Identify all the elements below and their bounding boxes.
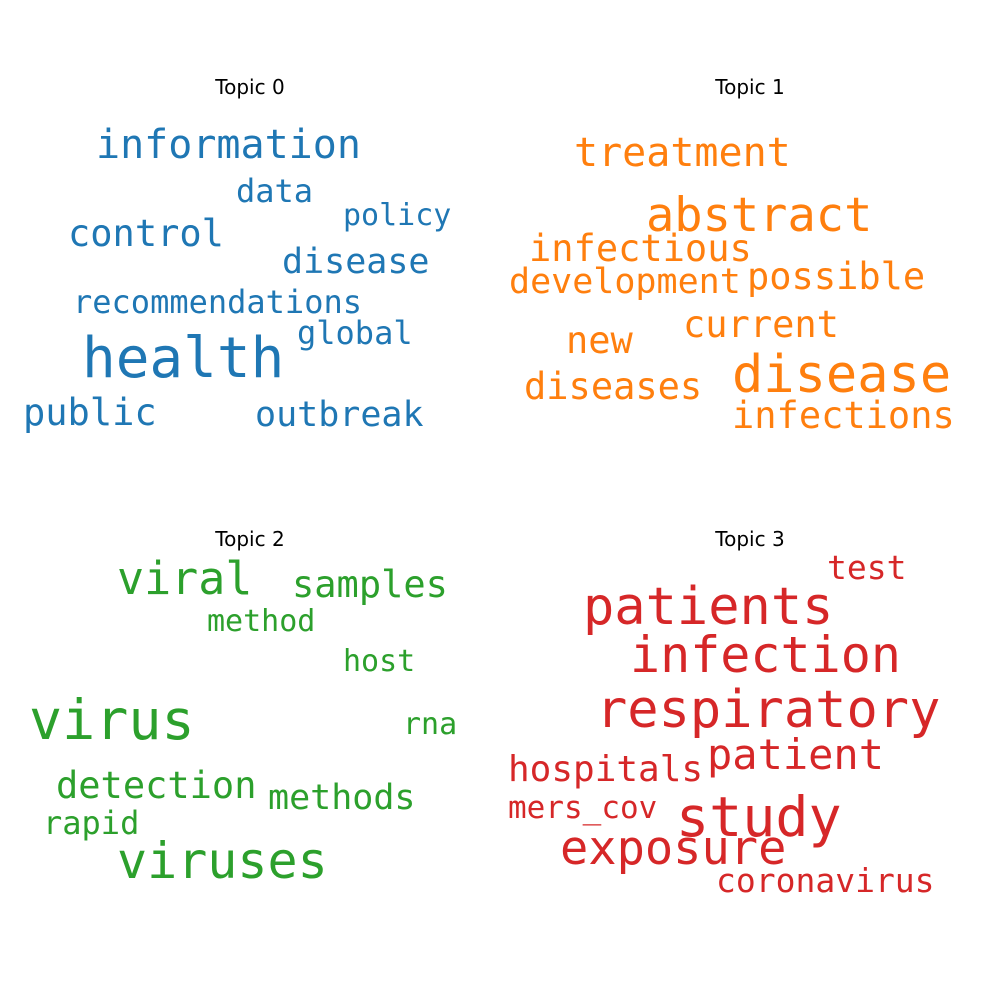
topic-0-word: disease [282, 242, 430, 282]
topic-3-panel: Topic 3 test patients infection respiratory… [500, 500, 1000, 1000]
topic-0-word: health [82, 326, 285, 391]
topic-0-cloud: information data policy control disease recom… [0, 0, 500, 500]
topic-0-word: control [68, 212, 224, 255]
topic-1-word: development [509, 262, 741, 302]
topic-2-panel: Topic 2 viral samples method host virus rna de… [0, 500, 500, 1000]
topic-2-word: viral [117, 552, 253, 605]
topic-0-word: recommendations [73, 283, 362, 321]
topic-1-word: current [683, 303, 839, 346]
topic-0-word: data [236, 172, 314, 210]
topic-1-word: disease [732, 345, 952, 405]
topic-1-word: diseases [524, 365, 703, 408]
topic-0-word: information [96, 122, 361, 168]
topic-3-word: mers_cov [508, 790, 658, 826]
topic-0-word: outbreak [255, 395, 424, 435]
topic-1-panel: Topic 1 treatment abstract infectious devel… [500, 0, 1000, 500]
topic-1-word: possible [747, 255, 926, 298]
topic-3-word: study [676, 785, 842, 849]
topic-3-word: infection [630, 626, 901, 684]
topic-1-word: abstract [646, 188, 873, 243]
topic-2-word: rapid [43, 804, 140, 842]
topic-2-word: host [343, 644, 416, 679]
topic-3-word: exposure [560, 821, 787, 876]
topic-0-word: public [23, 391, 157, 434]
topic-3-word: coronavirus [716, 861, 935, 900]
topic-3-word: patients [583, 577, 834, 637]
topic-2-word: methods [268, 778, 416, 818]
topic-2-cloud: viral samples method host virus rna detection m… [0, 500, 500, 1000]
topic-3-title: Topic 3 [715, 527, 785, 551]
topic-2-word: detection [56, 764, 257, 807]
topic-1-word: new [566, 319, 633, 362]
topic-2-word: virus [29, 688, 195, 752]
topic-3-word: patient [707, 730, 885, 779]
topic-0-title: Topic 0 [215, 75, 285, 99]
topic-0-panel: Topic 0 information data policy control dise… [0, 0, 500, 500]
topic-0-word: policy [343, 198, 452, 233]
topic-1-cloud: treatment abstract infectious development po… [500, 0, 1000, 500]
topic-3-word: test [827, 548, 907, 587]
topic-1-word: treatment [574, 130, 791, 176]
topic-1-word: infectious [529, 227, 752, 270]
topic-0-word: global [297, 314, 413, 352]
topic-1-word: infections [732, 394, 955, 437]
topic-2-word: viruses [117, 832, 328, 890]
topic-2-word: samples [292, 563, 448, 606]
topic-3-word: respiratory [596, 680, 941, 740]
topic-1-title: Topic 1 [715, 75, 785, 99]
topic-2-word: rna [403, 707, 458, 742]
topic-2-word: method [207, 604, 316, 639]
topic-2-title: Topic 2 [215, 527, 285, 551]
topic-3-word: hospitals [508, 749, 704, 790]
topic-3-cloud: test patients infection respiratory patient h… [500, 500, 1000, 1000]
